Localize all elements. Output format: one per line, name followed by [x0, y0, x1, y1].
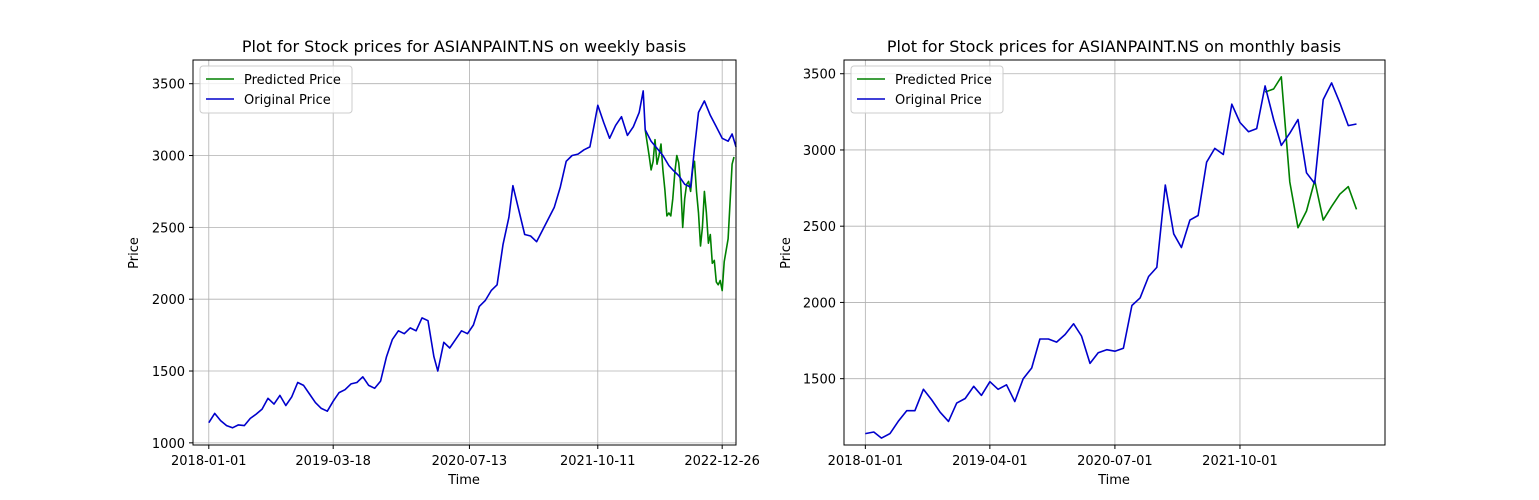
chart-title: Plot for Stock prices for ASIANPAINT.NS … — [242, 37, 686, 56]
series-lines — [208, 90, 737, 429]
x-tick-label: 2019-03-18 — [295, 454, 371, 469]
series-line-original-price — [865, 82, 1357, 439]
legend: Predicted Price Original Price — [199, 65, 353, 114]
plot-area-frame — [843, 59, 1386, 446]
legend-label-predicted: Predicted Price — [895, 73, 992, 88]
y-tick-label: 1500 — [152, 365, 185, 380]
chart-title: Plot for Stock prices for ASIANPAINT.NS … — [887, 37, 1341, 56]
series-line-predicted-price — [1264, 76, 1358, 229]
x-tick-label: 2021-10-01 — [1202, 454, 1278, 469]
y-tick-label: 2500 — [152, 221, 185, 236]
x-tick-label: 2020-07-13 — [432, 454, 508, 469]
x-tick-label: 2019-04-01 — [952, 454, 1028, 469]
x-tick-label: 2018-01-01 — [828, 454, 904, 469]
x-axis-label: Time — [447, 473, 480, 488]
y-axis-label: Price — [127, 237, 142, 269]
y-tick-label: 2000 — [803, 296, 836, 311]
plot-area-frame — [192, 59, 737, 446]
x-axis-label: Time — [1097, 473, 1130, 488]
series-line-predicted-price — [644, 129, 735, 292]
x-tick-label: 2018-01-01 — [171, 454, 247, 469]
ticks: 2018-01-01 2019-03-18 2020-07-13 2021-10-11… — [152, 78, 760, 469]
series-lines — [865, 76, 1358, 439]
y-tick-label: 3000 — [803, 144, 836, 159]
y-tick-label: 2000 — [152, 293, 185, 308]
legend-label-predicted: Predicted Price — [244, 73, 341, 88]
monthly-chart: Plot for Stock prices for ASIANPAINT.NS … — [779, 37, 1386, 488]
grid — [193, 60, 736, 445]
x-tick-label: 2020-07-01 — [1077, 454, 1153, 469]
y-tick-label: 3500 — [152, 78, 185, 93]
legend-box — [850, 65, 1004, 114]
legend-label-original: Original Price — [895, 93, 982, 108]
y-tick-label: 3000 — [152, 150, 185, 165]
ticks: 2018-01-01 2019-04-01 2020-07-01 2021-10-01… — [803, 68, 1278, 469]
x-tick-label: 2022-12-26 — [684, 454, 760, 469]
y-tick-label: 1500 — [803, 373, 836, 388]
x-tick-label: 2021-10-11 — [560, 454, 636, 469]
legend-box — [199, 65, 353, 114]
y-tick-label: 1000 — [152, 437, 185, 452]
y-axis-label: Price — [779, 237, 794, 269]
y-tick-label: 2500 — [803, 220, 836, 235]
series-line-original-price — [208, 90, 737, 429]
legend-label-original: Original Price — [244, 93, 331, 108]
y-tick-label: 3500 — [803, 68, 836, 83]
grid — [844, 60, 1385, 445]
weekly-chart: Plot for Stock prices for ASIANPAINT.NS … — [127, 37, 760, 488]
legend: Predicted Price Original Price — [850, 65, 1004, 114]
